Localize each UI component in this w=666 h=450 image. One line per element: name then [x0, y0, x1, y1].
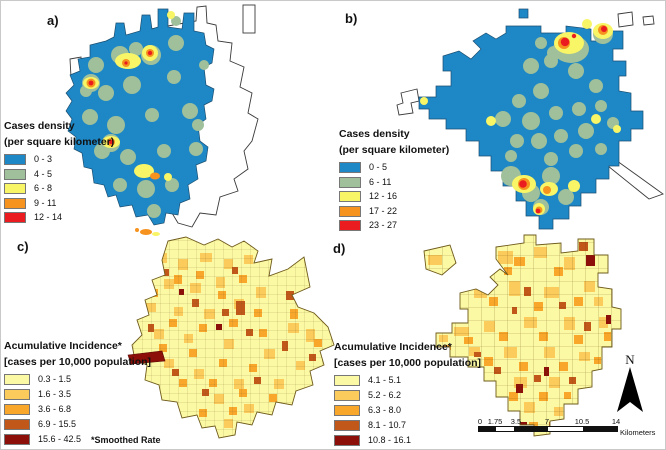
map-c-cumulative-incidence — [127, 236, 335, 439]
legend-d-class-row: 10.8 - 16.1 — [334, 435, 481, 446]
map-d-boundary — [423, 234, 622, 437]
swatch — [4, 212, 26, 223]
map-d-cumulative-incidence — [423, 234, 622, 437]
swatch — [339, 176, 361, 188]
map-b-urban-fragment — [518, 8, 529, 19]
north-label: N — [625, 352, 635, 367]
legend-d-title: Acumulative Incidence* — [334, 341, 452, 353]
swatch — [4, 197, 26, 209]
swatch — [334, 435, 360, 446]
legend-d-class-row: 8.1 - 10.7 — [334, 420, 481, 431]
swatch — [334, 420, 360, 431]
swatch — [339, 162, 361, 173]
map-b-density-hotspots — [420, 19, 621, 215]
swatch — [4, 183, 26, 194]
north-arrow: N — [612, 353, 648, 419]
legend-c-class-row: 15.6 - 42.5 *Smoothed Rate — [4, 434, 161, 445]
panel-label-a: a) — [47, 13, 59, 28]
scale-tick: 7 — [544, 417, 550, 426]
legend-a-class-row: 0 - 3 — [4, 154, 114, 165]
swatch — [334, 390, 360, 401]
swatch — [339, 191, 361, 202]
panel-label-c: c) — [17, 239, 29, 254]
legend-cumulative-incidence-d: Acumulative Incidence* [cases per 10,000… — [334, 341, 482, 449]
legend-b-class-row: 23 - 27 — [339, 220, 449, 231]
map-b-cases-density — [396, 8, 664, 230]
scale-tick: 0 — [477, 417, 483, 426]
swatch — [4, 419, 30, 430]
map-a-density-hotspots — [83, 11, 175, 181]
swatch — [4, 389, 30, 400]
swatch — [339, 205, 361, 217]
legend-cases-density-b: Cases density (per square kilometer) 0 -… — [339, 129, 449, 235]
legend-c-title: Acumulative Incidence* — [4, 340, 122, 352]
legend-b-class-row: 0 - 5 — [339, 162, 449, 173]
scale-tick: 10.5 — [574, 417, 590, 426]
scale-tick: 1.75 — [487, 417, 503, 426]
legend-d-class-row: 4.1 - 5.1 — [334, 375, 481, 386]
smoothed-rate-footnote: *Smoothed Rate — [91, 434, 161, 445]
legend-b-subtitle: (per square kilometer) — [339, 144, 450, 156]
swatch — [4, 404, 30, 415]
scale-bar-ticks: 0 1.75 3.5 7 10.5 14 — [477, 417, 620, 426]
legend-c-class-row: 1.6 - 3.5 — [4, 389, 161, 400]
legend-a-class-row: 4 - 5 — [4, 168, 114, 180]
legend-d-class-row: 6.3 - 8.0 — [334, 405, 481, 416]
swatch — [4, 434, 30, 445]
panel-label-d: d) — [333, 241, 346, 256]
legend-b-class-row: 6 - 11 — [339, 176, 449, 188]
north-arrow-icon — [617, 367, 643, 412]
swatch — [4, 374, 30, 385]
legend-c-class-row: 6.9 - 15.5 — [4, 419, 161, 430]
legend-a-class-row: 9 - 11 — [4, 197, 114, 209]
swatch — [4, 168, 26, 180]
legend-c-class-row: 0.3 - 1.5 — [4, 374, 161, 385]
swatch — [334, 405, 360, 416]
legend-a-subtitle: (per square kilometer) — [4, 136, 115, 148]
swatch — [4, 154, 26, 165]
map-c-boundary — [131, 236, 335, 439]
legend-b-class-row: 12 - 16 — [339, 191, 449, 202]
legend-d-class-row: 5.2 - 6.2 — [334, 390, 481, 401]
legend-b-class-row: 17 - 22 — [339, 205, 449, 217]
legend-c-subtitle: [cases per 10,000 population] — [4, 356, 152, 368]
scale-tick: 14 — [611, 417, 621, 426]
legend-a-class-row: 6 - 8 — [4, 183, 114, 194]
legend-a-title: Cases density — [4, 120, 75, 132]
scale-bar-graphic — [478, 426, 618, 432]
scale-bar-unit: Kilometers — [620, 428, 656, 437]
map-a-cases-density — [65, 4, 259, 236]
swatch — [339, 220, 361, 231]
legend-c-class-row: 3.6 - 6.8 — [4, 404, 161, 415]
map-a-outlying-spots — [135, 228, 160, 236]
panel-label-b: b) — [345, 11, 358, 26]
map-c-high-incidence-finger — [127, 350, 166, 365]
scale-bar: 0 1.75 3.5 7 10.5 14 Kilometers — [477, 417, 665, 437]
legend-cumulative-incidence-c: Acumulative Incidence* [cases per 10,000… — [4, 341, 161, 449]
legend-b-title: Cases density — [339, 128, 410, 140]
legend-d-subtitle: [cases per 10,000 population] — [334, 357, 482, 369]
legend-a-class-row: 12 - 14 — [4, 212, 114, 223]
legend-cases-density-a: Cases density (per square kilometer) 0 -… — [4, 121, 114, 227]
swatch — [334, 375, 360, 386]
scale-tick: 3.5 — [510, 417, 522, 426]
